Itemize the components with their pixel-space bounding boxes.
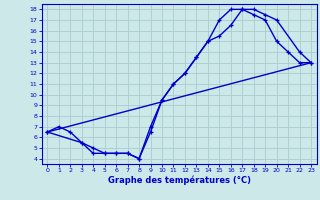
X-axis label: Graphe des températures (°C): Graphe des températures (°C)	[108, 176, 251, 185]
